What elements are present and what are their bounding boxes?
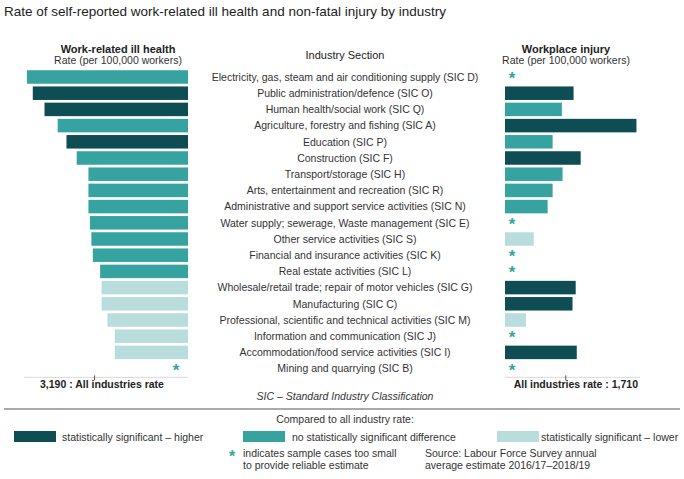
category-label: Construction (SIC F)	[297, 152, 393, 164]
bar	[88, 200, 188, 214]
category-label: Public administration/defence (SIC O)	[257, 87, 433, 99]
star: *	[509, 361, 516, 380]
unit-label: Rate (per 100,000 workers)	[502, 54, 630, 66]
bar	[505, 232, 534, 246]
bar	[505, 86, 574, 100]
category-label: Agriculture, forestry and fishing (SIC A…	[254, 119, 436, 131]
category-label: Manufacturing (SIC C)	[293, 298, 397, 310]
reference-label: All industries rate : 1,710	[514, 378, 638, 390]
bar	[505, 135, 553, 149]
category-header: Industry Section	[306, 49, 385, 61]
reference-label: 3,190 : All industries rate	[40, 378, 164, 390]
bar	[45, 103, 189, 117]
category-label: Financial and insurance activities (SIC …	[249, 249, 440, 261]
bar	[505, 151, 581, 165]
bar	[102, 297, 188, 311]
bar	[27, 70, 188, 84]
legend-label: statistically significant – lower	[541, 431, 679, 443]
bar	[102, 281, 188, 295]
bar	[505, 184, 553, 198]
legend-label: statistically significant – higher	[62, 431, 204, 443]
category-label: Professional, scientific and technical a…	[220, 314, 471, 326]
bar	[93, 248, 188, 262]
star-note: indicates sample cases too small	[243, 447, 397, 459]
legend-swatch	[14, 431, 56, 442]
bar	[33, 86, 188, 100]
category-label: Real estate activities (SIC L)	[279, 265, 411, 277]
bar	[505, 119, 636, 133]
legend-swatch	[497, 431, 539, 442]
source: average estimate 2016/17–2018/19	[425, 459, 590, 471]
bar	[91, 232, 188, 246]
bar	[88, 184, 188, 198]
bar	[505, 346, 577, 360]
star: *	[509, 328, 516, 347]
bar	[100, 265, 188, 279]
bar	[107, 313, 188, 327]
source: Source: Labour Force Survey annual	[425, 447, 597, 459]
star: *	[509, 69, 516, 88]
bar	[505, 313, 526, 327]
bar	[505, 200, 548, 214]
category-label: Arts, entertainment and recreation (SIC …	[247, 184, 444, 196]
category-label: Administrative and support service activ…	[224, 200, 466, 212]
separator	[4, 409, 680, 410]
unit-label: Rate (per 100,000 workers)	[54, 54, 182, 66]
star: *	[509, 263, 516, 282]
category-label: Electricity, gas, steam and air conditio…	[212, 71, 479, 83]
category-label: Transport/storage (SIC H)	[285, 168, 405, 180]
star: *	[173, 361, 180, 380]
category-label: Wholesale/retail trade; repair of motor …	[217, 281, 472, 293]
star: *	[509, 215, 516, 234]
bar	[505, 167, 563, 181]
bar	[505, 297, 573, 311]
bar	[90, 216, 188, 230]
chart: Rate of self-reported work-related ill h…	[0, 0, 684, 479]
bar	[505, 103, 562, 117]
bars-left	[27, 70, 188, 359]
bars-right	[505, 86, 636, 359]
bar	[66, 135, 188, 149]
note: SIC – Standard Industry Classification	[257, 390, 434, 402]
legend-swatch	[243, 431, 285, 442]
category-label: Education (SIC P)	[303, 136, 387, 148]
star: *	[229, 448, 236, 465]
star-note: to provide reliable estimate	[243, 459, 369, 471]
bar	[58, 119, 188, 133]
category-label: Information and communication (SIC J)	[254, 330, 436, 342]
bar	[115, 346, 188, 360]
category-label: Mining and quarrying (SIC B)	[277, 362, 412, 374]
category-label: Other service activities (SIC S)	[274, 233, 417, 245]
bar	[505, 281, 576, 295]
category-label: Accommodation/food service activities (S…	[239, 346, 450, 358]
legend-title: Compared to all industry rate:	[276, 413, 414, 425]
title: Rate of self-reported work-related ill h…	[4, 4, 446, 19]
legend-label: no statistically significant difference	[292, 431, 456, 443]
bar	[77, 151, 188, 165]
category-label: Human health/social work (SIC Q)	[266, 103, 425, 115]
bar	[88, 167, 188, 181]
category-label: Water supply; sewerage, Waste management…	[221, 217, 470, 229]
bar	[115, 329, 188, 343]
